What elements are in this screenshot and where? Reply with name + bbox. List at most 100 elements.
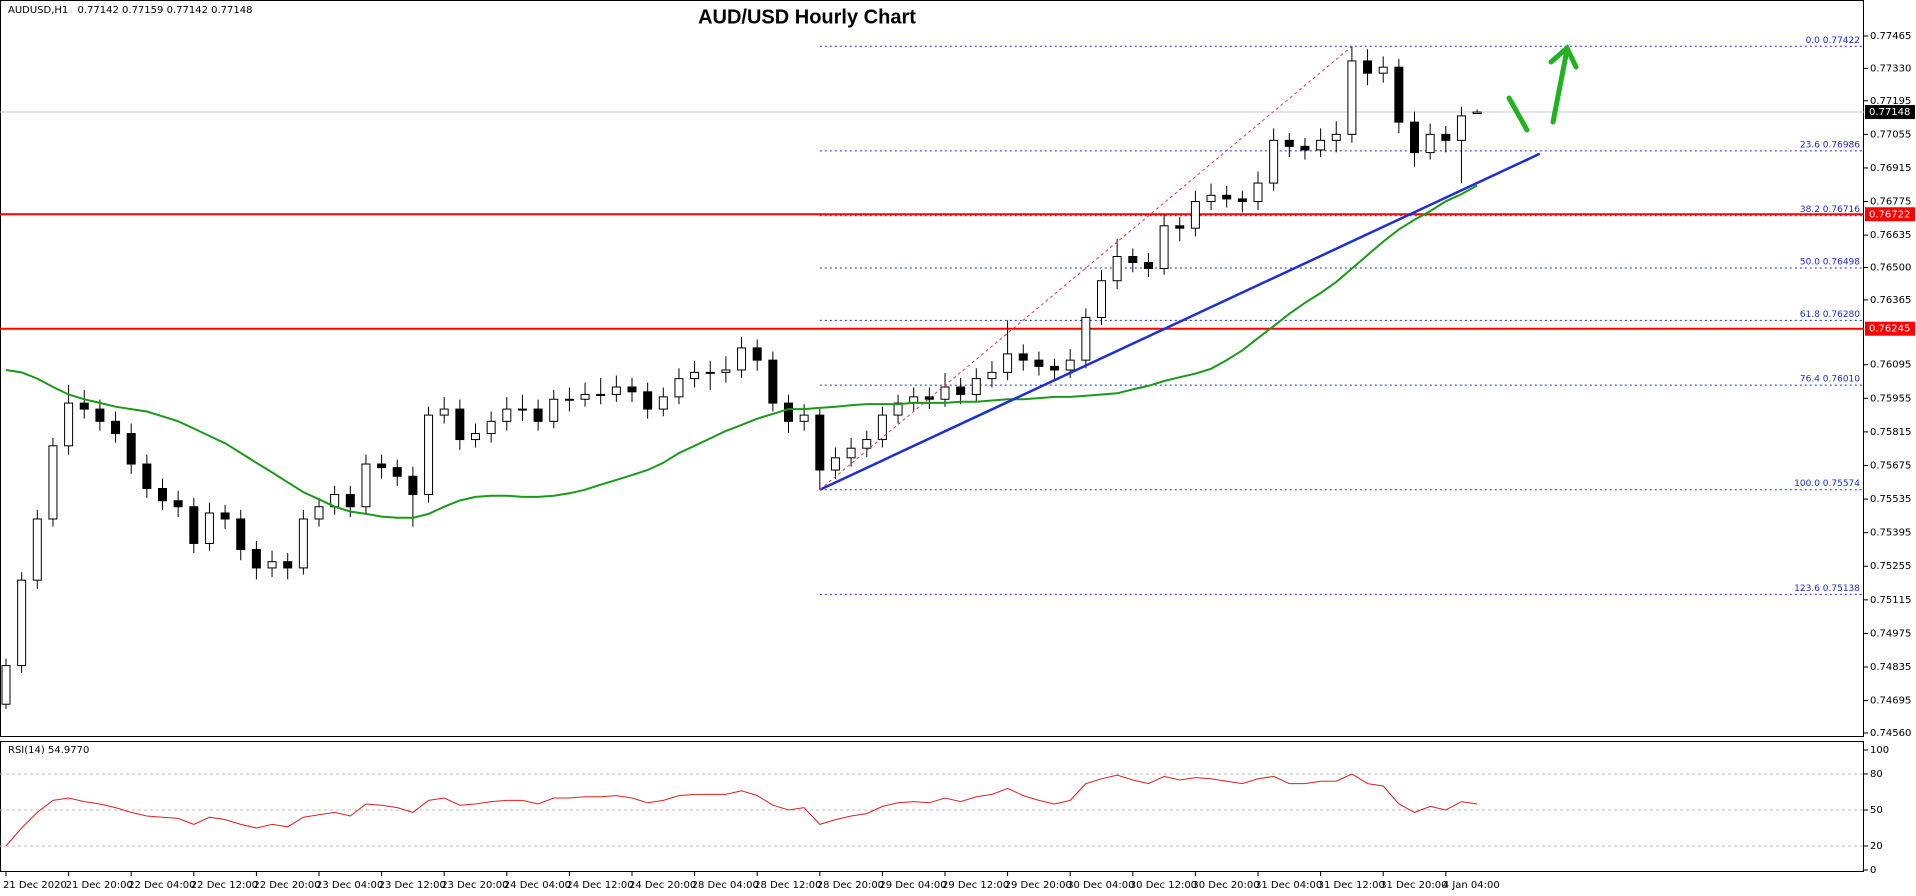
candle-body <box>64 402 74 447</box>
moving-average <box>5 184 1478 519</box>
y-tick-label: 0.74560 <box>1870 728 1911 739</box>
candle-body <box>502 408 512 422</box>
x-tick-label: 29 Dec 04:00 <box>879 880 946 891</box>
close: 0.77148 <box>211 5 252 16</box>
x-tick-label: 22 Dec 20:00 <box>253 880 320 891</box>
y-tick-label: 0.76365 <box>1870 295 1911 306</box>
x-tick-label: 24 Dec 04:00 <box>504 880 571 891</box>
x-tick-label: 31 Dec 04:00 <box>1255 880 1322 891</box>
candle-body <box>408 475 418 496</box>
trendline <box>819 152 1541 491</box>
y-tick-label: 0.74835 <box>1870 662 1911 673</box>
candle-body <box>455 408 465 441</box>
candle-body <box>189 506 199 544</box>
candle-body <box>1300 145 1310 151</box>
candle-body <box>1222 194 1232 200</box>
high: 0.77159 <box>122 5 163 16</box>
candle-body <box>267 561 277 569</box>
y-tick-label: 0.75115 <box>1870 595 1911 606</box>
candle-body <box>392 467 402 477</box>
fib-label: 76.4 0.76010 <box>1800 375 1860 385</box>
candle-body <box>1081 316 1091 361</box>
y-tick-label: 0.76500 <box>1870 263 1911 274</box>
x-tick-label: 24 Dec 20:00 <box>629 880 696 891</box>
candle-body <box>549 398 559 422</box>
y-tick-label: 0.76635 <box>1870 230 1911 241</box>
y-tick-label: 0.74695 <box>1870 696 1911 707</box>
candle-body <box>1112 255 1122 282</box>
open: 0.77142 <box>77 5 118 16</box>
candle-body <box>345 494 355 508</box>
candle-body <box>893 402 903 416</box>
x-tick-label: 30 Dec 20:00 <box>1192 880 1259 891</box>
candle-body <box>439 408 449 416</box>
x-tick-label: 28 Dec 20:00 <box>817 880 884 891</box>
x-tick-label: 31 Dec 20:00 <box>1380 880 1447 891</box>
candle-body <box>737 347 747 371</box>
candle-body <box>486 420 496 435</box>
candle-body <box>1472 111 1482 114</box>
candle-body <box>220 512 230 520</box>
candle-body <box>158 488 167 502</box>
rsi-tick-label: 100 <box>1870 745 1889 756</box>
candle-body <box>251 548 261 569</box>
candle-body <box>95 408 105 422</box>
candle-body <box>1175 225 1185 229</box>
price-label: 0.77148 <box>1869 107 1910 118</box>
y-tick-label: 0.76915 <box>1870 163 1911 174</box>
candle-body <box>611 386 621 395</box>
candle-body <box>424 414 434 496</box>
candle-body <box>752 347 762 361</box>
x-tick-label: 31 Dec 12:00 <box>1318 880 1385 891</box>
main-panel <box>0 0 1864 737</box>
candle-body <box>1050 365 1060 371</box>
x-tick-label: 22 Dec 04:00 <box>128 880 195 891</box>
candle-body <box>846 447 856 459</box>
candle-body <box>705 371 715 374</box>
candle-body <box>314 506 324 520</box>
candle-body <box>1003 353 1013 373</box>
candle-body <box>987 371 997 380</box>
candle-body <box>1456 115 1466 141</box>
rsi-tick-label: 80 <box>1870 769 1883 780</box>
rsi-tick-label: 50 <box>1870 805 1883 816</box>
fib-label: 50.0 0.76498 <box>1800 258 1860 268</box>
x-tick-label: 23 Dec 04:00 <box>316 880 383 891</box>
candle-body <box>940 386 950 400</box>
candle-body <box>1394 66 1404 123</box>
candle-body <box>1284 139 1294 147</box>
candle-body <box>1065 359 1075 371</box>
up-arrow <box>1550 52 1569 125</box>
y-tick-label: 0.75955 <box>1870 393 1911 404</box>
candle-body <box>1425 133 1435 154</box>
candle-body <box>1018 353 1028 361</box>
candle-body <box>111 420 121 435</box>
x-tick-label: 29 Dec 12:00 <box>942 880 1009 891</box>
candle-body <box>1253 182 1263 203</box>
rsi-tick-label: 20 <box>1870 841 1883 852</box>
y-tick-label: 0.77195 <box>1870 96 1911 107</box>
fib-diagonal <box>819 45 1353 491</box>
candle-body <box>862 439 872 449</box>
price-box <box>1865 105 1915 120</box>
candle-body <box>1159 225 1169 269</box>
low: 0.77142 <box>167 5 208 16</box>
candle-body <box>236 518 246 550</box>
y-tick-label: 0.77330 <box>1870 63 1911 74</box>
candle-body <box>658 396 668 410</box>
candle-body <box>1331 133 1341 141</box>
chart-title: AUD/USD Hourly Chart <box>698 6 916 28</box>
arrows <box>1506 43 1579 133</box>
symbol: AUDUSD,H1 <box>8 5 68 16</box>
candle-body <box>126 433 136 465</box>
y-tick-label: 0.77055 <box>1870 129 1911 140</box>
candle-body <box>471 433 480 441</box>
x-tick-label: 30 Dec 12:00 <box>1130 880 1197 891</box>
candle-body <box>298 518 308 569</box>
x-tick-label: 4 Jan 04:00 <box>1443 880 1500 891</box>
candle-body <box>564 398 574 401</box>
fib-label: 38.2 0.76716 <box>1800 205 1860 215</box>
x-tick-label: 28 Dec 12:00 <box>754 880 821 891</box>
y-tick-label: 0.75675 <box>1870 460 1911 471</box>
